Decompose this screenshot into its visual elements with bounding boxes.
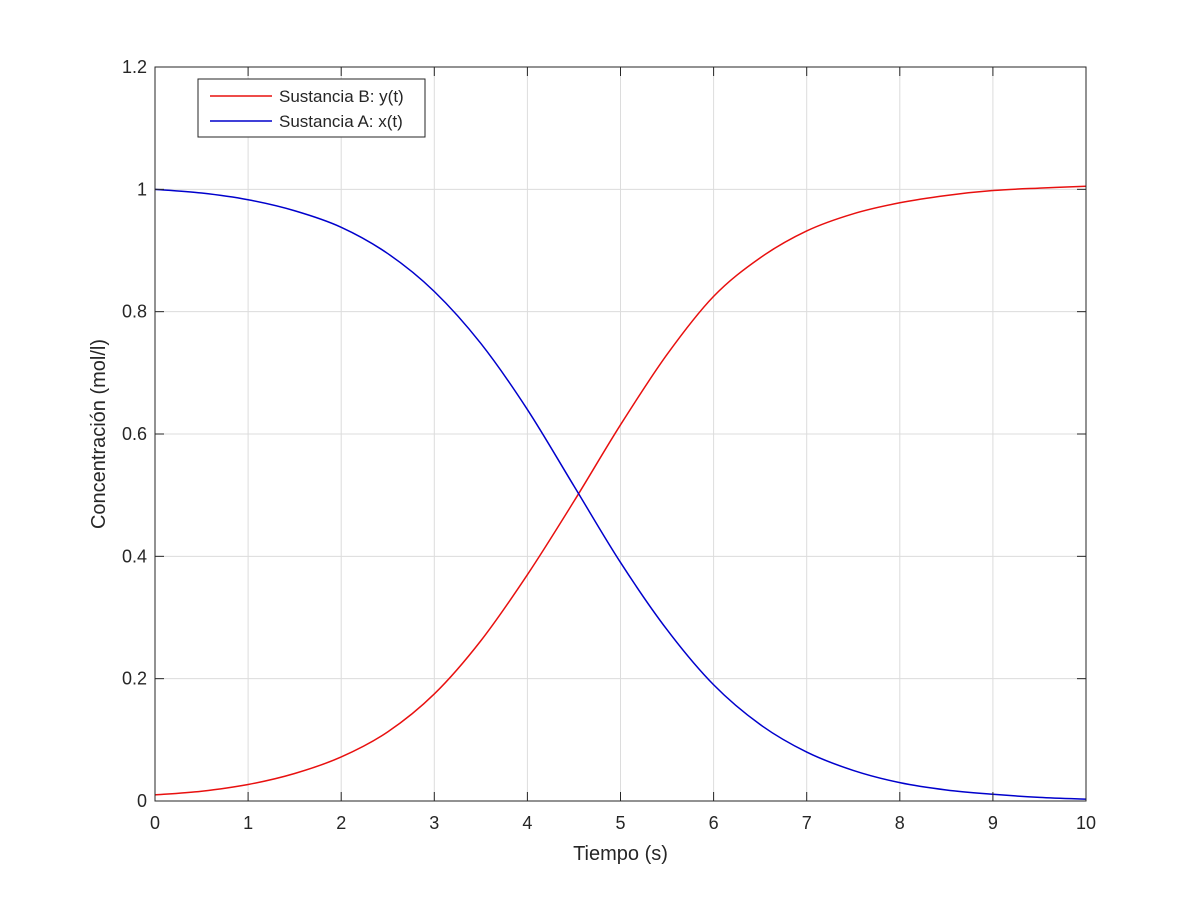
series-layer	[154, 185, 1087, 800]
legend: Sustancia B: y(t) Sustancia A: x(t)	[197, 78, 426, 138]
x-tick-label: 7	[802, 813, 812, 833]
legend-box	[197, 78, 426, 138]
x-axis-label: Tiempo (s)	[573, 843, 668, 865]
y-tick-label: 1	[137, 179, 147, 199]
x-tick-label: 3	[429, 813, 439, 833]
y-tick-label: 0.4	[122, 546, 147, 566]
ticks: 0 1 2 3 4 5 6 7 8 9 10 0 0.2 0.4 0.6 0.8 1 1.2	[122, 57, 1096, 833]
x-tick-label: 5	[615, 813, 625, 833]
y-axis-label: Concentración (mol/l)	[88, 339, 110, 529]
x-tick-label: 8	[895, 813, 905, 833]
y-tick-label: 0.8	[122, 302, 147, 322]
x-tick-label: 4	[522, 813, 532, 833]
y-tick-label: 1.2	[122, 57, 147, 77]
legend-label-a: Sustancia A: x(t)	[279, 112, 403, 131]
x-tick-label: 9	[988, 813, 998, 833]
y-tick-label: 0	[137, 791, 147, 811]
series-line-sustancia-b	[154, 185, 1087, 796]
x-tick-label: 10	[1076, 813, 1096, 833]
x-tick-label: 6	[709, 813, 719, 833]
y-tick-label: 0.6	[122, 424, 147, 444]
x-tick-label: 0	[150, 813, 160, 833]
y-tick-label: 0.2	[122, 669, 147, 689]
legend-label-b: Sustancia B: y(t)	[279, 87, 404, 106]
x-tick-label: 2	[336, 813, 346, 833]
x-tick-label: 1	[243, 813, 253, 833]
series-line-sustancia-a	[154, 188, 1087, 800]
